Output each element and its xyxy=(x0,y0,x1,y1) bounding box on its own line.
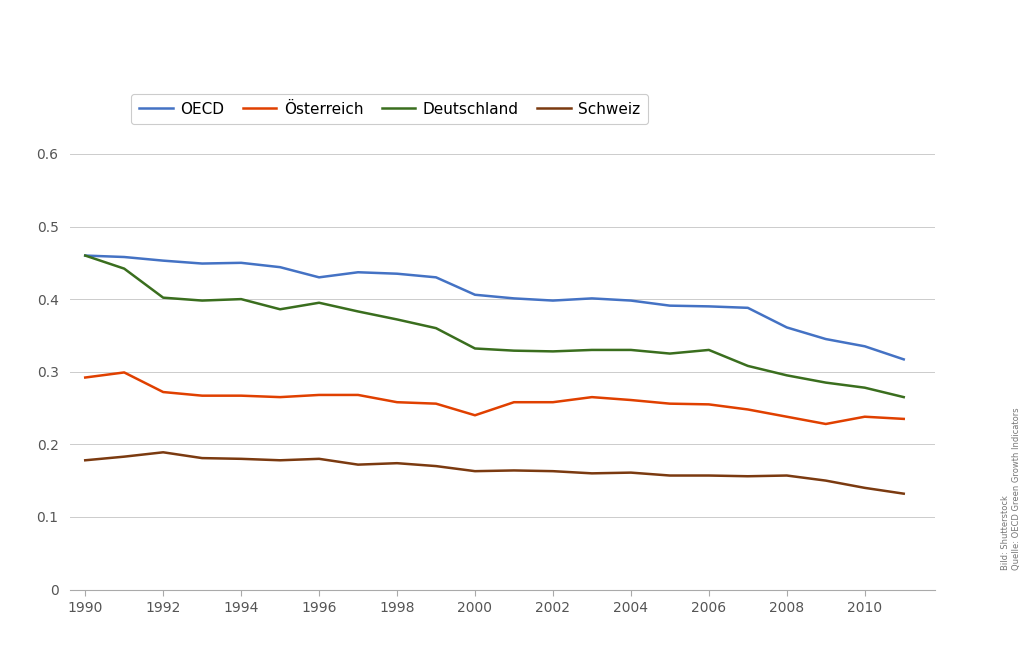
Text: CO2-Emissionen aus Kraftstoffverbrennung pro BIP-Einheit, in kg: CO2-Emissionen aus Kraftstoffverbrennung… xyxy=(77,73,572,88)
Legend: OECD, Österreich, Deutschland, Schweiz: OECD, Österreich, Deutschland, Schweiz xyxy=(131,94,648,124)
Text: Quelle: OECD Green Growth Indicators: Quelle: OECD Green Growth Indicators xyxy=(1013,407,1021,570)
Text: Bild: Shutterstock: Bild: Shutterstock xyxy=(1001,495,1010,570)
Text: Ökologie vs. Ökonomie: Ökologie vs. Ökonomie xyxy=(77,25,507,64)
